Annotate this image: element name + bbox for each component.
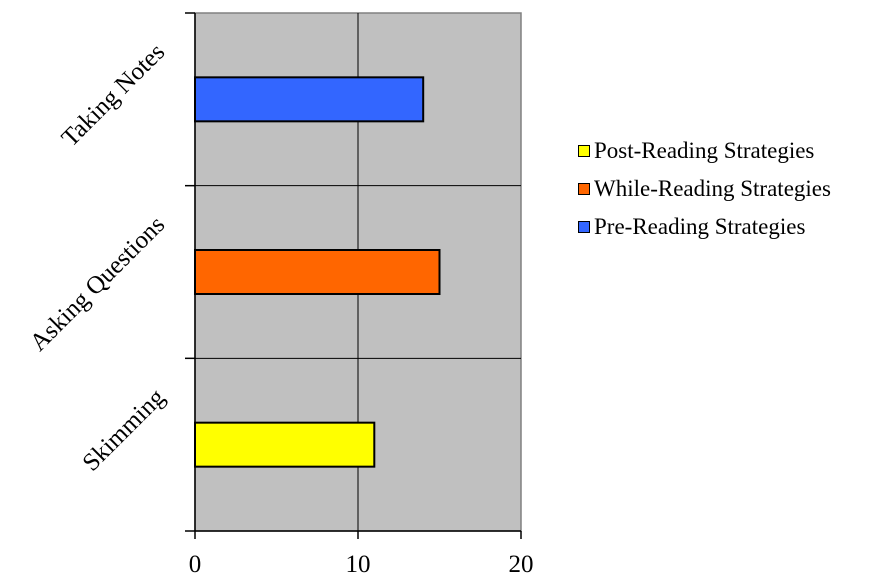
bar [194,421,376,468]
x-tick-label: 0 [189,551,202,577]
legend-swatch [578,183,590,195]
y-tick-label: Taking Notes [57,38,171,152]
x-tick-label: 20 [509,551,534,577]
axes [185,12,522,539]
legend-item: Pre-Reading Strategies [578,212,831,242]
legend-label: Post-Reading Strategies [594,138,815,163]
y-tick-label: Skimming [77,383,170,476]
bar [194,76,425,123]
legend-swatch [578,145,590,157]
legend-label: Pre-Reading Strategies [594,214,806,239]
bars [194,76,441,468]
legend-swatch [578,221,590,233]
x-tick-label: 10 [346,551,371,577]
y-tick-label: Asking Questions [25,211,170,356]
legend-item: While-Reading Strategies [578,174,831,204]
legend-item: Post-Reading Strategies [578,136,831,166]
legend: Post-Reading Strategies While-Reading Str… [578,136,831,250]
legend-label: While-Reading Strategies [594,176,831,201]
bar [194,249,441,295]
